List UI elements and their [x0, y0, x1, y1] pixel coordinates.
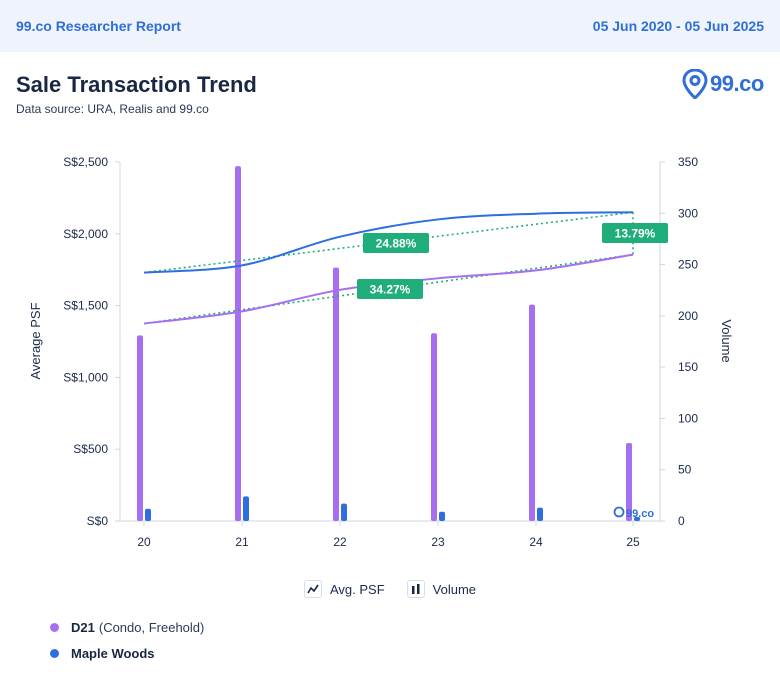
y-right-tick-label: 100: [678, 411, 698, 425]
volume-bar-d21: [529, 304, 535, 521]
x-tick-label: 25: [626, 535, 640, 549]
y-right-tick-label: 0: [678, 514, 685, 528]
x-tick-label: 21: [235, 535, 249, 549]
watermark-text: 99.co: [626, 508, 654, 520]
volume-bar-d21: [137, 335, 143, 521]
volume-bar-maple-woods: [439, 511, 445, 521]
y-left-tick-label: S$2,500: [63, 155, 108, 169]
legend-volume[interactable]: Volume: [406, 580, 477, 598]
y-left-tick-label: S$2,000: [63, 227, 108, 241]
growth-badge: [602, 223, 668, 243]
location-pin-icon: [682, 69, 708, 99]
series-color-dot: [50, 623, 59, 632]
y-left-tick-label: S$1,500: [63, 299, 108, 313]
series-color-dot: [50, 649, 59, 658]
x-tick-label: 24: [529, 535, 543, 549]
chart-legend: Avg. PSF Volume: [0, 580, 780, 598]
growth-badge-label: 13.79%: [615, 227, 656, 241]
page-title: Sale Transaction Trend: [16, 72, 257, 97]
legend-avg-psf-label: Avg. PSF: [329, 581, 385, 597]
line-chart-icon: [303, 580, 322, 598]
growth-badge-label: 24.88%: [376, 237, 417, 251]
x-tick-label: 23: [431, 535, 445, 549]
sale-transaction-chart: S$0 S$500 S$1,000 S$1,500 S$2,000 S$2,500 0 50 1…: [28, 155, 734, 549]
y-left-axis-label: Average PSF: [28, 302, 43, 379]
y-right-tick-label: 50: [678, 463, 692, 477]
volume-bar-d21: [431, 333, 437, 521]
y-left-tick-label: S$0: [87, 514, 109, 528]
y-right-tick-label: 250: [678, 258, 698, 272]
volume-bar-d21: [333, 267, 339, 521]
report-header: 99.co Researcher Report 05 Jun 2020 - 05…: [0, 0, 780, 52]
watermark-pin-icon: [613, 506, 625, 518]
volume-bar-maple-woods: [537, 507, 543, 521]
logo-text: 99.co: [710, 71, 764, 96]
y-right-tick-label: 200: [678, 309, 698, 323]
y-left-tick-label: S$500: [73, 442, 108, 456]
avg-psf-line-maple-woods: [143, 211, 634, 274]
brand-logo: 99.co: [682, 68, 764, 100]
series-name: D21: [71, 620, 95, 635]
bar-chart-icon: [406, 580, 425, 598]
growth-badge: [357, 279, 423, 299]
series-name: Maple Woods: [71, 646, 155, 661]
report-label: 99.co Researcher Report: [16, 18, 181, 34]
y-right-tick-label: 300: [678, 206, 698, 220]
volume-bar-maple-woods: [243, 496, 249, 521]
volume-bar-maple-woods: [341, 503, 347, 521]
volume-bar-maple-woods: [634, 516, 640, 521]
volume-bar-maple-woods: [145, 508, 151, 521]
y-right-tick-label: 150: [678, 360, 698, 374]
growth-badge-label: 34.27%: [370, 283, 411, 297]
y-left-tick-label: S$1,000: [63, 370, 108, 384]
volume-bar-d21: [626, 443, 632, 521]
legend-volume-label: Volume: [432, 581, 477, 597]
series-legend-item: D21 (Condo, Freehold): [50, 620, 204, 635]
date-range: 05 Jun 2020 - 05 Jun 2025: [592, 18, 764, 34]
series-detail: (Condo, Freehold): [98, 620, 205, 635]
y-right-axis-label: Volume: [719, 319, 734, 362]
y-right-tick-label: 350: [678, 155, 698, 169]
x-tick-label: 22: [333, 535, 347, 549]
volume-bar-d21: [235, 166, 241, 522]
growth-badge: [363, 233, 429, 253]
series-legend-item: Maple Woods: [50, 646, 204, 661]
x-tick-label: 20: [137, 535, 151, 549]
series-legend: D21 (Condo, Freehold) Maple Woods: [50, 620, 204, 672]
data-source: Data source: URA, Realis and 99.co: [16, 102, 209, 116]
legend-avg-psf[interactable]: Avg. PSF: [303, 580, 385, 598]
